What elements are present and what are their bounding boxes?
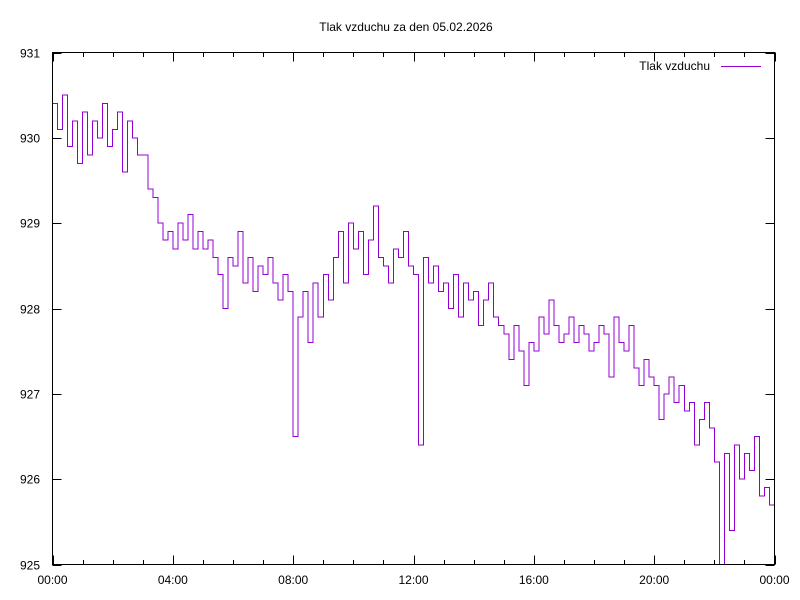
- y-tick-label: 931: [20, 47, 40, 61]
- y-tick-label: 927: [20, 388, 40, 402]
- x-tick-labels: 00:00 04:00 08:00 12:00 16:00 20:00 00:00: [37, 573, 789, 587]
- y-tick-label: 925: [20, 559, 40, 573]
- axis-ticks: [52, 52, 776, 566]
- x-tick-label: 00:00: [759, 573, 789, 587]
- legend: Tlak vzduchu: [639, 59, 761, 73]
- x-tick-label: 16:00: [519, 573, 549, 587]
- plot-frame: [52, 52, 775, 565]
- y-tick-label: 930: [20, 132, 40, 146]
- x-tick-label: 00:00: [37, 573, 67, 587]
- x-tick-label: 08:00: [278, 573, 308, 587]
- y-tick-label: 926: [20, 473, 40, 487]
- y-tick-label: 929: [20, 217, 40, 231]
- series-line-tlak-vzduchu: [52, 94, 775, 565]
- x-tick-label: 20:00: [639, 573, 669, 587]
- y-tick-label: 928: [20, 303, 40, 317]
- legend-label: Tlak vzduchu: [639, 59, 710, 73]
- y-tick-labels: 925 926 927 928 929 930 931: [20, 47, 40, 573]
- x-tick-label: 04:00: [158, 573, 188, 587]
- chart-title: Tlak vzduchu za den 05.02.2026: [319, 20, 493, 34]
- x-tick-label: 12:00: [398, 573, 428, 587]
